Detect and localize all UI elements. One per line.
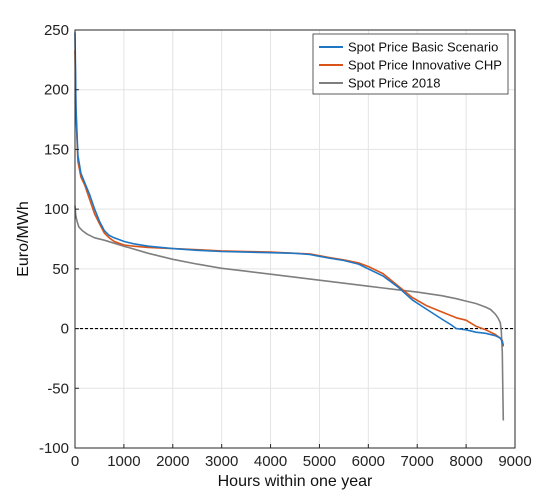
y-tick-label: 250 — [44, 22, 69, 39]
x-tick-label: 8000 — [449, 453, 482, 470]
legend-label: Spot Price Innovative CHP — [348, 58, 502, 73]
y-tick-label: 150 — [44, 141, 69, 158]
legend-label: Spot Price 2018 — [348, 76, 441, 91]
y-tick-label: -100 — [39, 440, 69, 457]
x-tick-label: 3000 — [205, 453, 238, 470]
x-tick-label: 0 — [71, 453, 79, 470]
y-tick-label: -50 — [47, 380, 69, 397]
x-tick-label: 5000 — [303, 453, 336, 470]
legend-label: Spot Price Basic Scenario — [348, 40, 498, 55]
x-tick-label: 4000 — [254, 453, 287, 470]
y-tick-label: 50 — [52, 261, 69, 278]
y-tick-label: 0 — [61, 321, 69, 338]
x-tick-label: 9000 — [498, 453, 531, 470]
y-axis-title: Euro/MWh — [15, 201, 32, 277]
legend: Spot Price Basic Scenario Spot Price Inno… — [313, 34, 508, 94]
x-tick-label: 6000 — [352, 453, 385, 470]
y-tick-label: 200 — [44, 82, 69, 99]
y-tick-label: 100 — [44, 201, 69, 218]
x-tick-label: 7000 — [401, 453, 434, 470]
x-tick-label: 1000 — [107, 453, 140, 470]
y-axis-ticks: -100 -50 0 50 100 150 200 250 — [39, 22, 79, 457]
x-axis-title: Hours within one year — [218, 473, 373, 490]
x-tick-label: 2000 — [156, 453, 189, 470]
